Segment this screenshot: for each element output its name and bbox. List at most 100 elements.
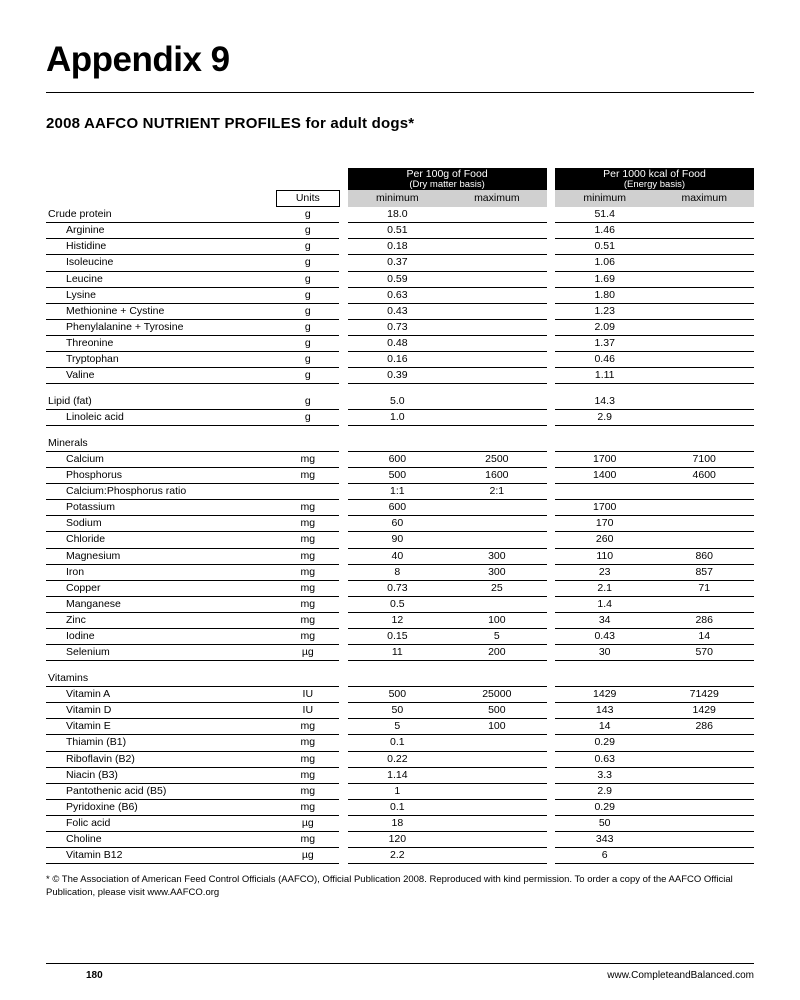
table-row: Phenylalanine + Tyrosineg0.732.09: [46, 319, 754, 335]
nutrient-name: Manganese: [46, 596, 276, 612]
col-group-2: Per 1000 kcal of Food (Energy basis): [555, 168, 754, 191]
max-100g: [447, 319, 547, 335]
max-100g: [447, 596, 547, 612]
min-100g: 5: [348, 719, 447, 735]
table-row: Minerals: [46, 436, 754, 452]
max-100g: [447, 255, 547, 271]
max-1000kcal: [654, 352, 754, 368]
nutrient-unit: [276, 671, 339, 687]
min-100g: 0.1: [348, 799, 447, 815]
nutrient-name: Zinc: [46, 613, 276, 629]
max-100g: [447, 832, 547, 848]
table-row: Ironmg830023857: [46, 564, 754, 580]
min-1000kcal: 143: [555, 703, 654, 719]
nutrient-name: Phosphorus: [46, 467, 276, 483]
min-100g: 0.16: [348, 352, 447, 368]
min-100g: 500: [348, 467, 447, 483]
max-1000kcal: [654, 671, 754, 687]
min-1000kcal: 14.3: [555, 394, 654, 410]
nutrient-name: Vitamin E: [46, 719, 276, 735]
min-1000kcal: 343: [555, 832, 654, 848]
min-1000kcal: 6: [555, 848, 654, 864]
max-1000kcal: [654, 336, 754, 352]
table-row: Folic acidµg1850: [46, 816, 754, 832]
col-min-1: minimum: [348, 190, 447, 206]
min-100g: 0.73: [348, 319, 447, 335]
min-1000kcal: 170: [555, 516, 654, 532]
nutrient-unit: [276, 436, 339, 452]
table-row: Sodiummg60170: [46, 516, 754, 532]
min-1000kcal: 1.46: [555, 223, 654, 239]
max-1000kcal: 7100: [654, 451, 754, 467]
min-100g: 18.0: [348, 207, 447, 223]
table-row: Vitamin AIU50025000142971429: [46, 687, 754, 703]
nutrient-name: Tryptophan: [46, 352, 276, 368]
min-1000kcal: 1.23: [555, 303, 654, 319]
max-1000kcal: 1429: [654, 703, 754, 719]
nutrient-unit: g: [276, 303, 339, 319]
min-100g: 2.2: [348, 848, 447, 864]
col-max-2: maximum: [654, 190, 754, 206]
nutrient-name: Potassium: [46, 500, 276, 516]
nutrient-unit: mg: [276, 613, 339, 629]
max-100g: 100: [447, 613, 547, 629]
min-1000kcal: 3.3: [555, 767, 654, 783]
max-1000kcal: [654, 287, 754, 303]
max-1000kcal: [654, 223, 754, 239]
table-row: [46, 426, 754, 436]
nutrient-unit: g: [276, 319, 339, 335]
max-100g: [447, 436, 547, 452]
nutrient-unit: IU: [276, 687, 339, 703]
nutrient-name: Choline: [46, 832, 276, 848]
table-row: Phosphorusmg500160014004600: [46, 467, 754, 483]
max-100g: [447, 410, 547, 426]
min-1000kcal: 1.80: [555, 287, 654, 303]
max-100g: [447, 303, 547, 319]
max-100g: [447, 394, 547, 410]
table-row: Lipid (fat)g5.014.3: [46, 394, 754, 410]
nutrient-unit: mg: [276, 799, 339, 815]
min-100g: 1.0: [348, 410, 447, 426]
nutrient-unit: g: [276, 239, 339, 255]
min-100g: 0.51: [348, 223, 447, 239]
min-1000kcal: 0.29: [555, 799, 654, 815]
max-1000kcal: [654, 394, 754, 410]
max-1000kcal: 570: [654, 645, 754, 661]
max-1000kcal: [654, 255, 754, 271]
nutrient-name: Iodine: [46, 629, 276, 645]
nutrient-unit: mg: [276, 564, 339, 580]
nutrient-unit: g: [276, 255, 339, 271]
min-1000kcal: 34: [555, 613, 654, 629]
min-100g: [348, 436, 447, 452]
min-100g: 0.18: [348, 239, 447, 255]
min-1000kcal: 0.46: [555, 352, 654, 368]
page-subtitle: 2008 AAFCO NUTRIENT PROFILES for adult d…: [46, 115, 754, 134]
max-1000kcal: [654, 368, 754, 384]
nutrient-unit: mg: [276, 783, 339, 799]
min-1000kcal: 1700: [555, 451, 654, 467]
nutrient-name: Sodium: [46, 516, 276, 532]
nutrient-unit: g: [276, 368, 339, 384]
max-1000kcal: [654, 516, 754, 532]
page-footer: 180 www.CompleteandBalanced.com: [46, 963, 754, 983]
nutrient-unit: mg: [276, 832, 339, 848]
table-row: Histidineg0.180.51: [46, 239, 754, 255]
table-row: Thiamin (B1)mg0.10.29: [46, 735, 754, 751]
min-1000kcal: 2.9: [555, 410, 654, 426]
nutrient-name: Calcium:Phosphorus ratio: [46, 484, 276, 500]
max-100g: 100: [447, 719, 547, 735]
max-100g: [447, 751, 547, 767]
min-1000kcal: [555, 436, 654, 452]
min-1000kcal: 0.43: [555, 629, 654, 645]
max-1000kcal: [654, 532, 754, 548]
min-100g: 600: [348, 451, 447, 467]
max-100g: [447, 352, 547, 368]
max-100g: 500: [447, 703, 547, 719]
col-max-1: maximum: [447, 190, 547, 206]
table-row: Pantothenic acid (B5)mg12.9: [46, 783, 754, 799]
min-1000kcal: 2.9: [555, 783, 654, 799]
max-1000kcal: [654, 410, 754, 426]
max-1000kcal: [654, 207, 754, 223]
max-1000kcal: 286: [654, 613, 754, 629]
max-1000kcal: 71429: [654, 687, 754, 703]
